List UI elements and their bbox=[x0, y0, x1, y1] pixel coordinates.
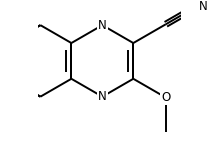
Text: O: O bbox=[161, 91, 170, 104]
Text: N: N bbox=[98, 90, 107, 103]
Text: N: N bbox=[98, 19, 107, 32]
Text: N: N bbox=[199, 0, 208, 13]
